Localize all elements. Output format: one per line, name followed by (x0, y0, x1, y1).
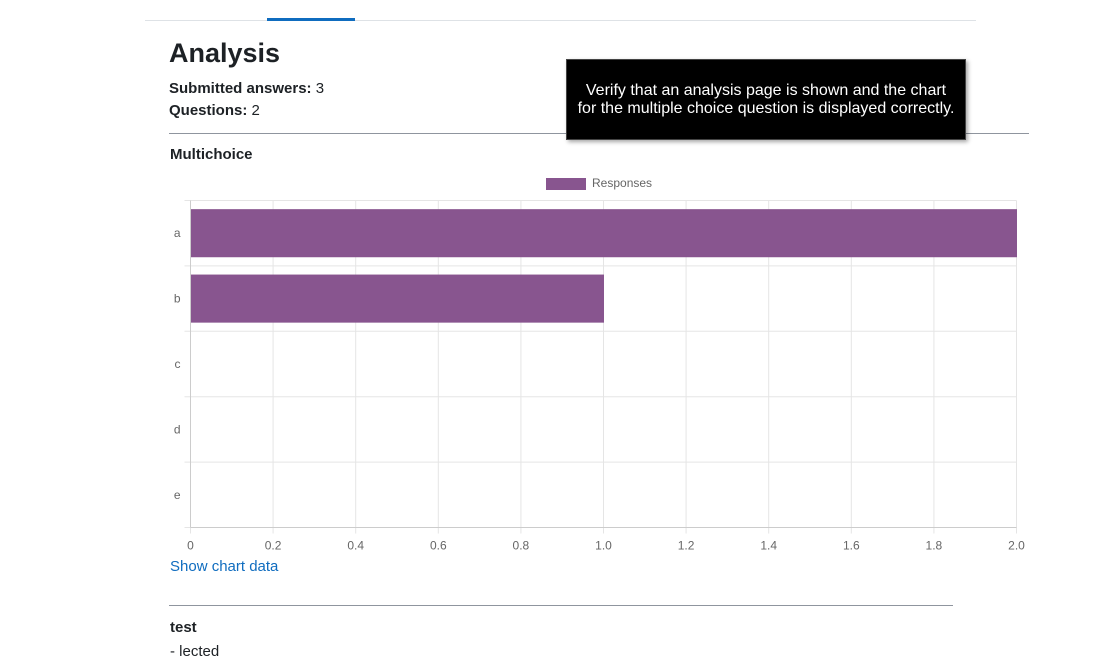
y-category-label: a (174, 226, 181, 240)
x-tick-label: 1.4 (760, 539, 777, 553)
tour-tooltip: Verify that an analysis page is shown an… (566, 59, 966, 140)
y-category-label: c (175, 357, 181, 371)
x-tick-label: 0.2 (265, 539, 282, 553)
x-tick-label: 0 (187, 539, 194, 553)
y-category-label: e (174, 488, 181, 502)
bar-b (190, 274, 604, 323)
questions-label: Questions: (169, 102, 248, 119)
x-tick-label: 2.0 (1008, 539, 1025, 553)
x-tick-label: 0.8 (513, 539, 530, 553)
section-divider-2 (169, 605, 953, 606)
active-tab-indicator (267, 18, 355, 21)
question-title-multichoice: Multichoice (170, 146, 253, 163)
legend-label-responses: Responses (592, 176, 652, 190)
responses-bar-chart: Responses 0 0.2 0.4 0.6 0.8 1.0 1.2 1.4 1.6 1.8 2.0… (174, 176, 1025, 553)
submitted-answers-label: Submitted answers: (169, 80, 312, 97)
x-tick-label: 1.6 (843, 539, 860, 553)
tooltip-text: Verify that an analysis page is shown an… (577, 81, 955, 117)
page-title: Analysis (169, 38, 281, 68)
questions-summary: Questions: 2 (169, 101, 260, 121)
x-tick-label: 0.4 (347, 539, 364, 553)
tabs-divider (145, 20, 976, 21)
x-tick-label: 1.0 (595, 539, 612, 553)
submitted-answers-value: 3 (315, 80, 325, 97)
y-category-label: d (174, 422, 181, 436)
x-tick-label: 1.8 (926, 539, 943, 553)
show-chart-data-link[interactable]: Show chart data (170, 558, 279, 575)
question-title-test: test (170, 619, 197, 636)
submitted-answers-summary: Submitted answers: 3 (169, 79, 324, 99)
x-tick-label: 0.6 (430, 539, 447, 553)
questions-value: 2 (251, 102, 260, 119)
question-answer: - lected (170, 643, 220, 660)
y-category-label: b (174, 292, 181, 306)
bar-a (190, 209, 1017, 258)
x-tick-label: 1.2 (678, 539, 695, 553)
legend-swatch-responses (546, 178, 586, 190)
